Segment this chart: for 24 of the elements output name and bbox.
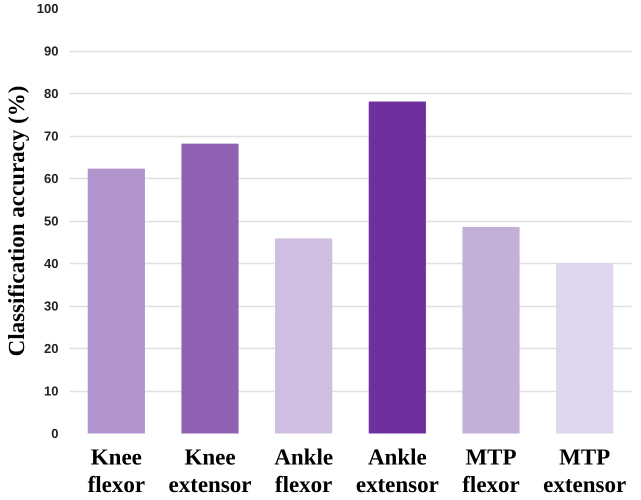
y-axis-title: Classification accuracy (%) — [4, 86, 29, 356]
y-tick-label: 90 — [44, 44, 59, 58]
y-tick-label: 70 — [44, 128, 59, 144]
x-tick-label: Knee flexor — [88, 444, 146, 497]
y-tick-label: 60 — [44, 171, 59, 186]
bar — [462, 226, 520, 434]
y-tick-label: 20 — [44, 341, 59, 356]
x-tick-label: Ankle flexor — [274, 444, 334, 497]
y-tick-label: 30 — [44, 298, 59, 314]
x-tick-label: Knee extensor — [168, 444, 252, 497]
bar — [181, 144, 239, 434]
bar — [556, 263, 614, 434]
y-tick-label: 80 — [44, 86, 59, 101]
x-tick-label: MTP flexor — [462, 444, 520, 497]
x-tick-label: Ankle extensor — [356, 444, 439, 497]
bar — [88, 168, 145, 434]
y-tick-label: 10 — [44, 384, 59, 398]
y-tick-label: 50 — [44, 214, 59, 228]
y-tick-label: 100 — [36, 1, 59, 16]
x-tick-label: MTP extensor — [543, 444, 626, 497]
bar — [368, 102, 426, 434]
bar — [275, 238, 332, 434]
y-tick-label: 40 — [44, 256, 59, 271]
y-tick-label: 0 — [51, 426, 59, 441]
